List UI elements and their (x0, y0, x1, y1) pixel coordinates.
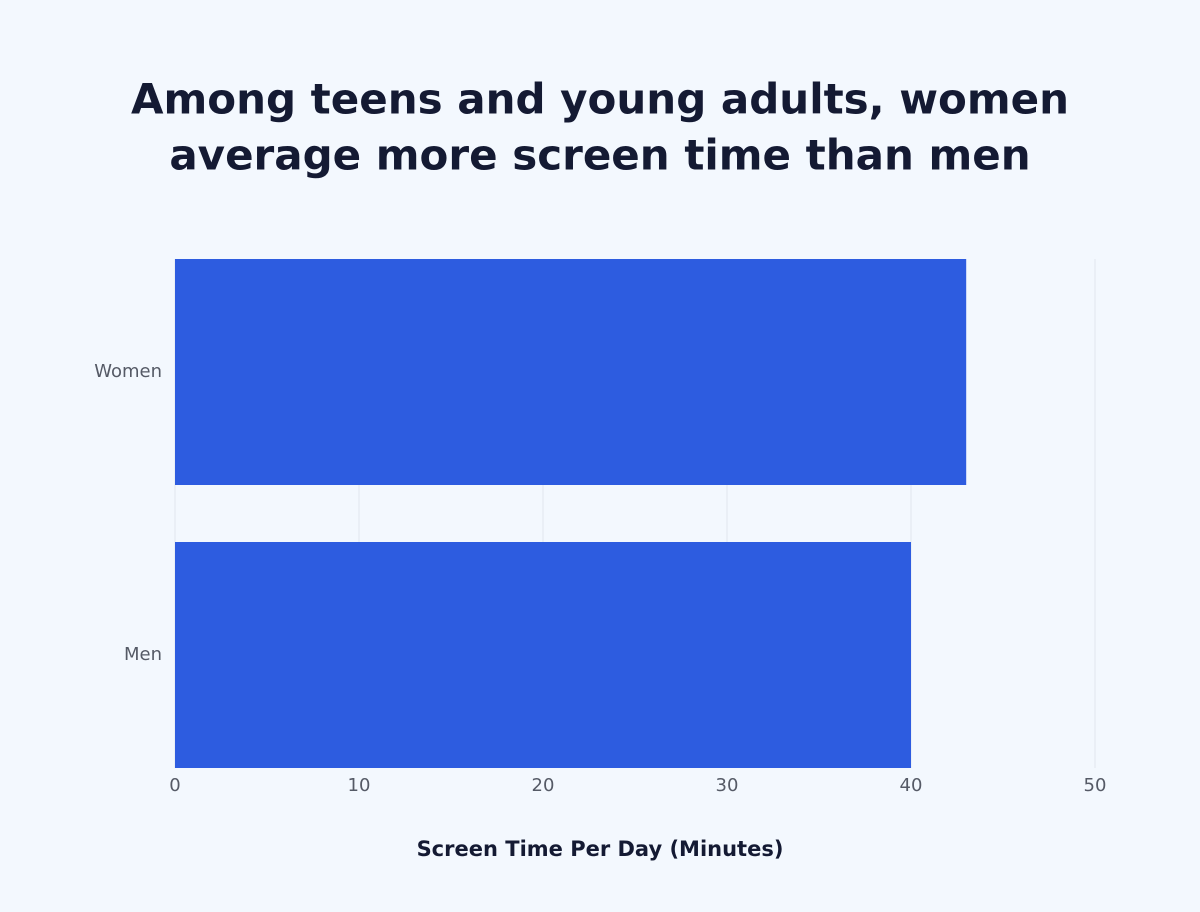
x-tick-label: 20 (532, 775, 555, 796)
bar (175, 259, 967, 485)
chart-title: average more screen time than men (169, 131, 1030, 180)
x-tick-label: 10 (348, 775, 371, 796)
x-tick-label: 40 (900, 775, 923, 796)
y-tick-label: Women (94, 361, 162, 382)
bar (175, 542, 911, 768)
x-tick-label: 0 (169, 775, 180, 796)
chart-title: Among teens and young adults, women (131, 75, 1069, 124)
x-tick-label: 30 (716, 775, 739, 796)
x-tick-label: 50 (1084, 775, 1107, 796)
y-tick-label: Men (124, 644, 162, 665)
x-axis-label: Screen Time Per Day (Minutes) (417, 837, 784, 861)
